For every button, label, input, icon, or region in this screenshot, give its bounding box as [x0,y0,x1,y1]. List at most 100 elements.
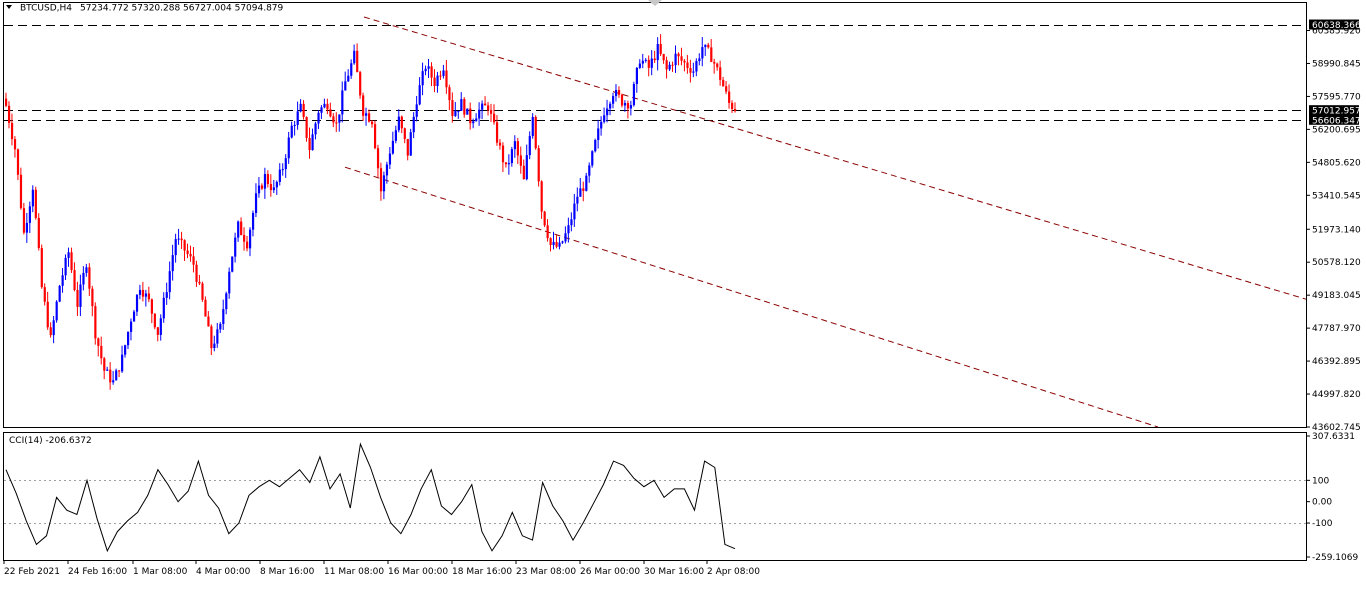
trend-channel-upper [363,16,1307,300]
candle-body [522,165,525,180]
candle-body [388,153,392,165]
candle-body [228,271,231,294]
candle-body [329,109,332,117]
candle-body [323,103,326,108]
candle-body [591,151,594,166]
price-label: 57012.957 [1312,107,1361,117]
candle-body [344,81,347,91]
candle-body [22,208,26,233]
candle-body [391,140,395,154]
candle-body [52,320,55,336]
symbol-label: BTCUSD,H4 [20,4,72,14]
candle-body [287,137,290,159]
candle-body [141,289,145,297]
time-tick-label: 1 Mar 08:00 [133,567,188,577]
time-tick-label: 4 Mar 00:00 [196,567,251,577]
candle-body [650,58,653,68]
candle-body [731,102,734,109]
candle-body [263,173,267,189]
candle-body [198,281,201,284]
candles-series [5,34,737,390]
time-tick-label: 8 Mar 16:00 [260,567,315,577]
candle-body [677,53,680,57]
candle-body [579,188,582,197]
candle-body [457,110,460,112]
candle-body [492,113,496,123]
candle-body [243,235,246,242]
candle-body [353,50,356,64]
candle-body [385,164,389,176]
window-shift-marker-icon [648,0,662,6]
candle-body [647,59,650,68]
candle-body [430,66,433,78]
candle-body [370,121,374,125]
candle-body [725,86,728,92]
candle-body [37,217,40,249]
price-tick-label: 57595.770 [1312,92,1361,102]
candle-body [540,181,543,212]
candle-body [16,149,20,175]
candle-body [466,108,469,115]
candle-body [70,252,73,271]
candle-body [519,155,522,166]
candle-body [644,59,647,61]
candle-body [100,345,103,359]
candle-body [180,238,183,241]
candle-body [216,329,219,344]
candle-body [373,124,377,149]
time-tick-label: 22 Feb 2021 [4,567,60,577]
candle-body [394,130,397,141]
candle-body [362,95,365,116]
candle-body [704,44,707,48]
candle-body [284,158,287,170]
candle-body [484,103,487,106]
candle-body [433,77,436,87]
candle-body [171,255,174,272]
candle-body [656,43,659,61]
candle-body [67,252,70,258]
candle-body [260,185,264,189]
candle-body [168,271,171,293]
price-tick-label: 60385.920 [1312,27,1361,37]
candle-body [719,67,722,80]
candle-body [531,117,534,137]
candle-body [165,292,168,298]
candle-body [713,61,716,64]
price-tick-label: 54805.620 [1312,158,1361,168]
candle-body [683,60,686,63]
candle-body [689,68,692,73]
candle-body [626,103,630,109]
candle-body [436,75,439,87]
candle-body [617,90,621,95]
candle-body [528,136,531,156]
candle-body [588,165,591,176]
collapse-triangle-icon[interactable] [6,5,12,9]
candle-body [269,184,273,191]
candle-body [620,94,624,106]
candle-body [481,103,484,110]
candle-body [495,122,499,143]
cci-tick-label: 307.6331 [1312,432,1355,442]
candle-body [632,84,636,106]
time-axis: 22 Feb 2021 24 Feb 16:00 1 Mar 08:00 4 Mar … [3,560,760,577]
candle-body [311,134,314,151]
candle-body [448,87,451,101]
price-label-box [1309,114,1359,125]
candle-body [412,116,415,133]
candle-body [543,211,546,226]
candle-body [442,70,445,76]
candle-body [594,140,597,152]
candle-body [606,108,609,116]
candle-body [61,275,64,286]
price-label-box [1309,19,1359,30]
price-tick-label: 43602.745 [1312,423,1361,433]
candle-body [403,128,406,139]
candle-body [189,253,192,257]
candle-body [240,221,243,236]
candle-body [272,187,275,191]
candle-body [671,64,674,66]
candle-body [314,123,317,135]
